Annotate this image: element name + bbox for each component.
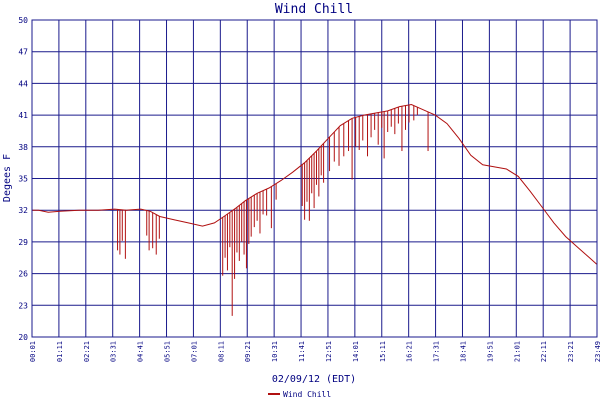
y-tick-label: 23 — [18, 301, 28, 310]
x-tick-label: 08:11 — [217, 341, 225, 362]
x-tick-label: 01:11 — [56, 341, 64, 362]
y-tick-label: 35 — [18, 175, 28, 184]
y-tick-label: 38 — [18, 143, 28, 152]
y-axis-label: Degees F — [2, 154, 13, 202]
x-tick-label: 10:31 — [271, 341, 279, 362]
x-axis-ticks: 00:01 01:11 02:21 03:31 04:41 05:51 07:01 08:11… — [29, 341, 600, 362]
x-tick-label: 03:31 — [110, 341, 118, 362]
y-tick-label: 20 — [18, 333, 28, 342]
x-tick-label: 14:01 — [352, 341, 360, 362]
y-tick-label: 26 — [18, 270, 28, 279]
x-tick-label: 07:01 — [190, 341, 198, 362]
x-tick-label: 15:11 — [379, 341, 387, 362]
legend-label: Wind Chill — [283, 390, 331, 399]
x-tick-label: 11:41 — [298, 341, 306, 362]
x-tick-label: 16:21 — [406, 341, 414, 362]
x-tick-label: 21:01 — [513, 341, 521, 362]
y-tick-label: 41 — [18, 111, 28, 120]
x-tick-label: 19:51 — [486, 341, 494, 362]
x-axis-label: 02/09/12 (EDT) — [272, 374, 356, 385]
y-tick-label: 29 — [18, 238, 28, 247]
series-line-wind-chill — [32, 103, 597, 265]
y-axis-ticks: 20 23 26 29 32 35 38 41 44 47 50 — [18, 16, 28, 342]
y-tick-label: 44 — [18, 79, 28, 88]
x-tick-label: 00:01 — [29, 341, 37, 362]
x-tick-label: 05:51 — [164, 341, 172, 362]
series-layer — [32, 103, 597, 316]
x-tick-label: 23:21 — [567, 341, 575, 362]
x-tick-label: 17:31 — [433, 341, 441, 362]
x-tick-label: 02:21 — [83, 341, 91, 362]
chart-title: Wind Chill — [275, 2, 353, 17]
x-tick-label: 12:51 — [325, 341, 333, 362]
y-tick-label: 47 — [18, 48, 28, 57]
y-tick-label: 50 — [18, 16, 28, 25]
x-tick-label: 18:41 — [459, 341, 467, 362]
x-tick-label: 23:49 — [594, 341, 600, 362]
plot-frame — [31, 19, 598, 338]
y-tick-label: 32 — [18, 206, 28, 215]
x-tick-label: 09:21 — [244, 341, 252, 362]
legend: Wind Chill — [268, 390, 331, 399]
x-tick-label: 04:41 — [137, 341, 145, 362]
x-tick-label: 22:11 — [540, 341, 548, 362]
